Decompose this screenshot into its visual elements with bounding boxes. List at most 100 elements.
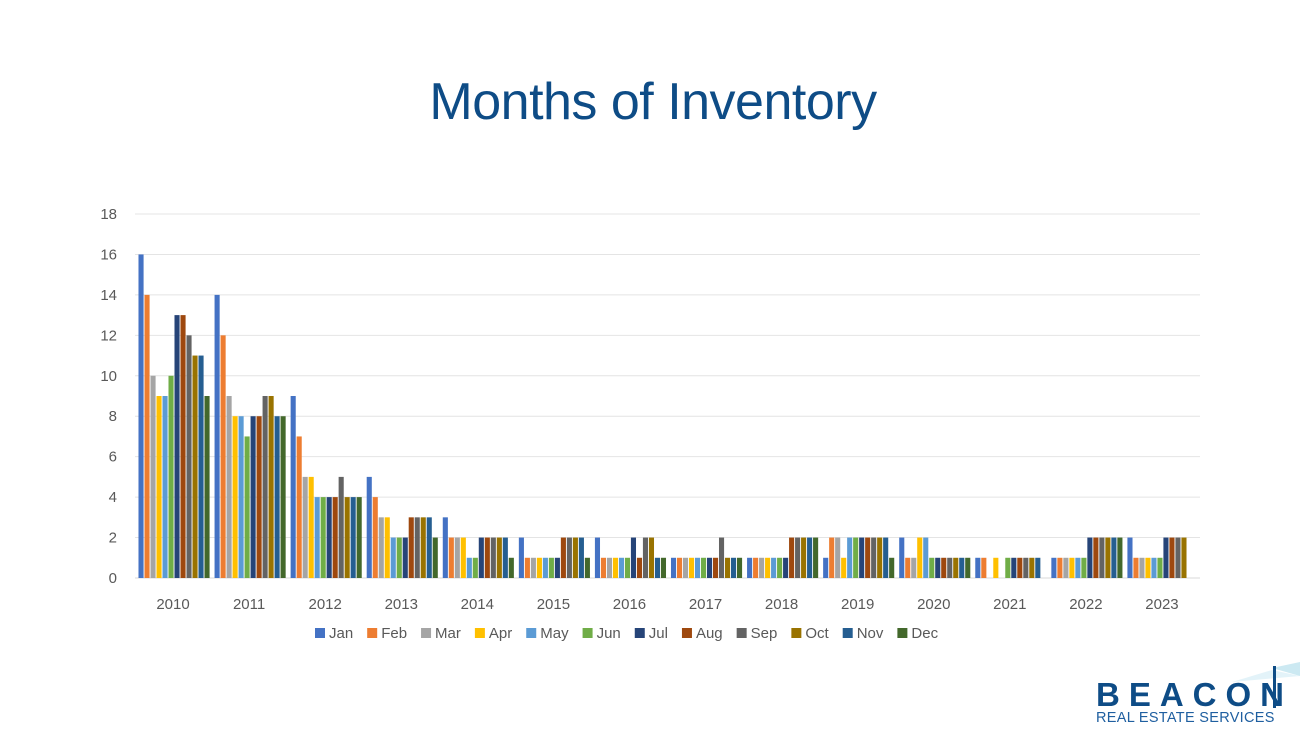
bar [408,517,414,578]
x-tick-label: 2020 [917,596,950,613]
bar [472,557,478,578]
x-tick-label: 2023 [1145,596,1178,613]
x-tick-label: 2019 [841,596,874,613]
bar [1139,557,1145,578]
bar [1157,557,1163,578]
bar [268,396,274,578]
y-tick-label: 14 [100,287,117,304]
bar [959,557,965,578]
bar [496,537,502,578]
bar [1057,557,1063,578]
bar [1169,537,1175,578]
bar [448,537,454,578]
bar [290,396,296,578]
bar [1069,557,1075,578]
bar [350,497,356,578]
legend-label: Jul [649,625,668,642]
bar [807,537,813,578]
legend-swatch [474,628,485,638]
bar [524,557,530,578]
bar [186,335,192,578]
y-tick-label: 12 [100,327,117,344]
y-tick-label: 10 [100,368,117,385]
x-tick-label: 2010 [156,596,189,613]
bar [262,396,268,578]
bar [1023,557,1029,578]
bar [648,537,655,578]
bar [542,557,548,578]
bar [682,557,689,578]
bar [1099,537,1105,578]
bar [566,537,572,578]
bar [1111,537,1117,578]
bar [204,396,210,578]
bar [572,537,578,578]
bar [823,557,829,578]
bar [1087,537,1093,578]
bar [859,537,865,578]
bar [138,254,144,578]
logo-wordmark: BEACON [1096,676,1294,713]
bar [700,557,707,578]
y-tick-label: 0 [109,570,117,587]
legend-label: Jun [597,625,621,642]
bar [1145,557,1151,578]
bar [929,557,935,578]
bar [1005,557,1011,578]
bar [835,537,841,578]
bar [256,416,262,578]
bar [372,497,378,578]
bar [426,517,432,578]
bar [314,497,320,578]
bar [853,537,859,578]
bar [420,517,426,578]
bar [584,557,590,578]
bar [841,557,847,578]
y-tick-label: 16 [100,246,117,263]
bar [244,436,250,578]
bar [326,497,332,578]
x-tick-label: 2017 [689,596,722,613]
bar [466,557,472,578]
bar [813,537,819,578]
bar [718,537,725,578]
legend-label: Nov [857,625,884,642]
bar [1163,537,1169,578]
bar [1017,557,1023,578]
legend-label: Oct [805,625,829,642]
bar [759,557,765,578]
beacon-lighthouse-icon [1232,662,1300,708]
bar [302,476,308,578]
bar [1117,537,1123,578]
bar [829,537,835,578]
bar [508,557,514,578]
bar [232,416,238,578]
bar [953,557,959,578]
bar [917,537,923,578]
y-tick-label: 4 [109,489,117,506]
legend-label: Sep [751,625,778,642]
bar [1127,537,1133,578]
bar [706,557,713,578]
bar [753,557,759,578]
bar [777,557,783,578]
legend-swatch [634,628,645,638]
bar [578,537,584,578]
bar [180,315,186,578]
bar [220,335,226,578]
legend-label: Aug [696,625,723,642]
x-tick-label: 2018 [765,596,798,613]
legend-label: Jan [329,625,353,642]
bar [390,537,396,578]
bar [1105,537,1111,578]
bar [975,557,981,578]
bar [150,375,156,578]
bar [630,537,637,578]
bar [783,557,789,578]
bar [414,517,420,578]
legend-swatch [842,628,853,638]
bar [688,557,695,578]
bar [530,557,536,578]
bar [1029,557,1035,578]
bar [548,557,554,578]
